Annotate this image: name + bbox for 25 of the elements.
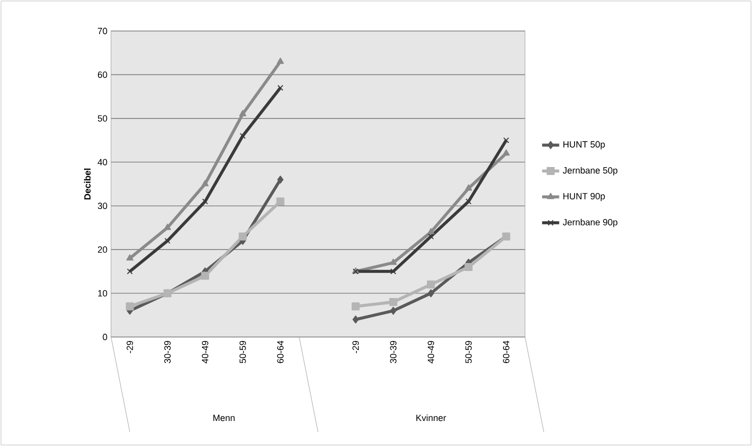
x-tick-label: -29: [126, 340, 134, 354]
x-tick-label: 50-59: [240, 340, 246, 364]
legend-label: HUNT 50p: [563, 141, 605, 150]
x-tick-label: 40-49: [202, 340, 208, 364]
text: Menn: [213, 414, 235, 422]
x-tick-label: 30-39: [390, 340, 396, 364]
x-tick-label: -29: [352, 340, 359, 354]
y-tick-label: 70: [98, 28, 108, 34]
y-tick-label: 60: [98, 72, 108, 78]
y-tick-label: 40: [98, 158, 108, 166]
legend-label: Jernbane 50p: [562, 166, 618, 176]
y-tick-label: 0: [102, 334, 108, 340]
x-tick-label: 50-59: [465, 340, 472, 364]
text: Kvinner: [416, 414, 446, 422]
legend-label: HUNT 90p: [563, 192, 605, 202]
x-tick-label: 40-49: [428, 340, 434, 364]
y-axis-title: Decibel: [84, 168, 91, 200]
y-tick-label: 10: [98, 290, 108, 296]
x-tick-label: 60-64: [277, 340, 284, 364]
y-tick-label: 50: [98, 115, 108, 122]
y-tick-label: 20: [98, 246, 108, 253]
legend-label: Jernbane 90p: [562, 218, 618, 228]
x-tick-label: 60-64: [502, 340, 510, 364]
y-tick-label: 30: [98, 202, 108, 210]
x-tick-label: 30-39: [164, 340, 171, 364]
